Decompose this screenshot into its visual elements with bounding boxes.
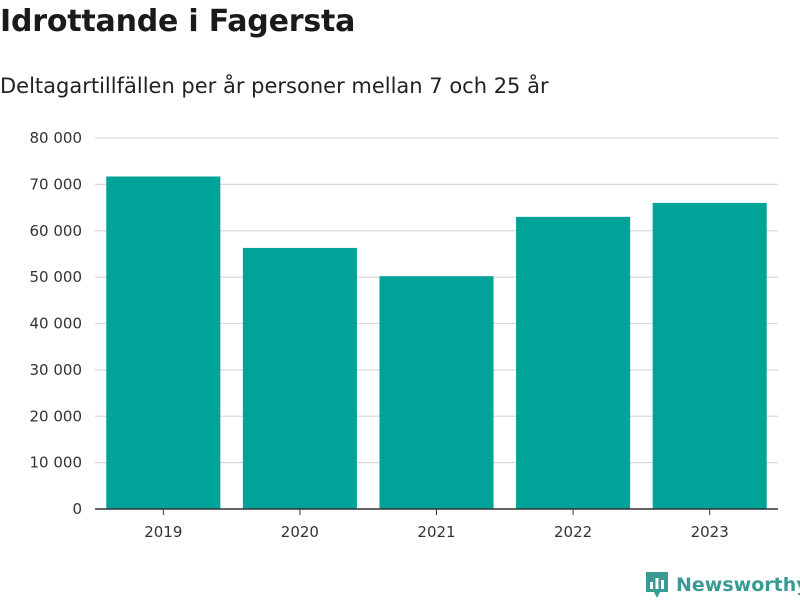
y-tick-label: 30 000 (30, 361, 83, 379)
bar-2020 (242, 247, 357, 509)
brand-name: Newsworthy (676, 574, 800, 596)
y-tick-label: 60 000 (30, 222, 83, 240)
bar-chart: 0 10 000 20 000 30 000 40 000 50 000 60 000 70 … (30, 129, 778, 541)
brand-logo: Newsworthy (644, 570, 800, 600)
bar-2021 (379, 276, 494, 509)
y-tick-label: 0 (72, 500, 82, 518)
bar-2022 (516, 216, 631, 509)
bar-2023 (652, 202, 767, 510)
x-tick-label: 2022 (554, 523, 592, 541)
bar-2019 (106, 176, 221, 509)
x-tick-label: 2023 (691, 523, 729, 541)
x-tick-label: 2020 (281, 523, 319, 541)
y-tick-label: 70 000 (30, 175, 83, 193)
chart-subtitle: Deltagartillfällen per år personer mella… (0, 74, 549, 98)
x-tick-label: 2019 (144, 523, 182, 541)
x-tick-label: 2021 (417, 523, 455, 541)
y-tick-label: 50 000 (30, 268, 83, 286)
y-tick-label: 80 000 (30, 129, 83, 147)
newsworthy-logo-icon (646, 572, 668, 598)
y-tick-label: 20 000 (30, 407, 83, 425)
y-tick-label: 40 000 (30, 315, 83, 333)
y-tick-label: 10 000 (30, 454, 83, 472)
chart-title: Idrottande i Fagersta (0, 4, 356, 39)
